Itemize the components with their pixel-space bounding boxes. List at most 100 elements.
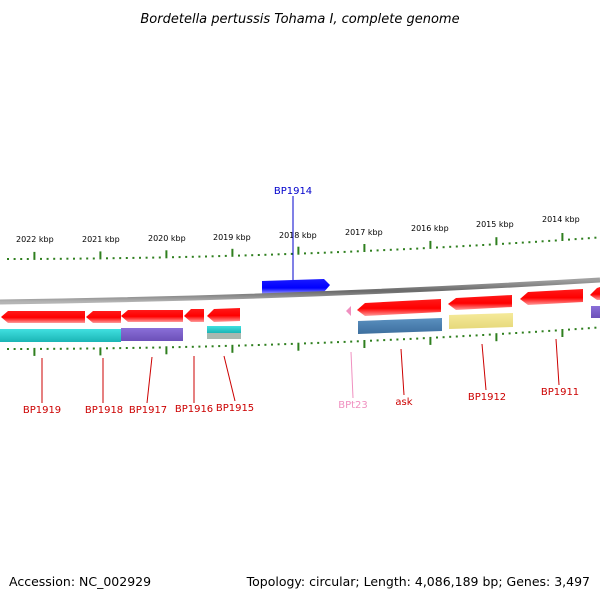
gene-bpt23-arrow[interactable] (346, 306, 351, 316)
minor-tick (132, 346, 135, 349)
minor-tick (145, 346, 148, 349)
minor-tick (554, 239, 557, 242)
minor-tick (178, 346, 181, 349)
minor-tick (224, 254, 227, 257)
minor-tick (442, 336, 445, 339)
gene-labels: BP1919 BP1918 BP1917 BP1916 BP1915 BPt23… (23, 387, 579, 416)
minor-tick (350, 340, 353, 343)
minor-tick (304, 252, 306, 255)
feature-box-cyan-1 (0, 329, 86, 342)
minor-tick (191, 255, 194, 258)
gene-label-bp1917[interactable]: BP1917 (129, 405, 167, 416)
minor-tick (455, 335, 458, 338)
minor-tick (436, 336, 438, 339)
minor-tick (422, 247, 425, 250)
gene-label-bp1916[interactable]: BP1916 (175, 404, 213, 415)
minor-tick (383, 339, 386, 342)
minor-tick (521, 241, 524, 244)
minor-tick (323, 251, 326, 254)
minor-tick (475, 244, 478, 247)
gene-label-bp1919[interactable]: BP1919 (23, 405, 61, 416)
minor-tick (86, 347, 89, 350)
gene-bp1912-arrow[interactable] (448, 295, 512, 310)
minor-tick (376, 339, 379, 342)
major-tick (363, 244, 366, 252)
accession-text: Accession: NC_002929 (9, 574, 151, 589)
gene-leaders (41, 338, 560, 404)
gene-bp1911-arrow[interactable] (520, 289, 583, 305)
minor-tick (422, 337, 425, 340)
leader-bpt23 (350, 351, 354, 399)
minor-tick (284, 343, 287, 346)
minor-tick (218, 255, 221, 258)
major-tick (33, 251, 36, 260)
minor-tick (548, 239, 551, 242)
scale-label: 2022 kbp (16, 235, 54, 244)
minor-tick (277, 343, 280, 346)
minor-tick (449, 245, 452, 248)
minor-tick (356, 340, 359, 343)
minor-tick (541, 240, 544, 243)
reverse-strand-genes (1, 287, 600, 323)
minor-tick (79, 257, 82, 260)
gene-label-bpt23[interactable]: BPt23 (338, 400, 368, 411)
minor-tick (205, 255, 207, 258)
minor-tick (59, 347, 62, 350)
major-tick (495, 237, 498, 246)
minor-tick (343, 250, 346, 253)
gene-bp1917-arrow[interactable] (121, 310, 183, 322)
minor-tick (528, 241, 531, 244)
scale-label: 2019 kbp (213, 233, 251, 242)
minor-tick (310, 342, 313, 345)
minor-tick (92, 257, 95, 260)
minor-tick (574, 328, 577, 331)
minor-tick (178, 256, 181, 259)
gene-bp1916-arrow[interactable] (184, 309, 204, 322)
minor-tick (389, 338, 392, 341)
minor-tick (548, 329, 551, 332)
gene-bp1914-arrow[interactable] (262, 279, 330, 294)
minor-tick (317, 341, 320, 344)
minor-tick (304, 342, 306, 345)
minor-tick (370, 249, 372, 252)
minor-tick (455, 245, 458, 248)
feature-box-purple (121, 328, 183, 341)
gene-label-bp1914[interactable]: BP1914 (274, 186, 312, 197)
minor-tick (469, 334, 471, 337)
gene-label-bp1915[interactable]: BP1915 (216, 403, 254, 414)
gene-partial-arrow[interactable] (590, 287, 600, 300)
gene-label-bp1918[interactable]: BP1918 (85, 405, 123, 416)
scale-label: 2017 kbp (345, 228, 383, 237)
minor-tick (396, 248, 399, 251)
gene-ask-arrow[interactable] (357, 299, 441, 316)
minor-tick (502, 242, 504, 245)
gene-bp1918-arrow[interactable] (86, 311, 121, 323)
minor-tick (172, 346, 174, 349)
minor-tick (330, 251, 333, 254)
minor-tick (191, 345, 194, 348)
minor-tick (158, 346, 161, 349)
gene-bp1915-arrow[interactable] (207, 308, 240, 322)
scale-label: 2016 kbp (411, 224, 449, 233)
minor-tick (185, 345, 188, 348)
minor-tick (502, 332, 504, 335)
minor-tick (317, 251, 320, 254)
major-tick (363, 340, 366, 348)
major-tick (561, 233, 564, 241)
gene-bp1919-arrow[interactable] (1, 311, 85, 323)
minor-tick (251, 254, 254, 257)
gene-label-bp1912[interactable]: BP1912 (468, 392, 506, 403)
minor-tick (211, 345, 214, 348)
minor-tick (462, 335, 465, 338)
gene-label-bp1911[interactable]: BP1911 (541, 387, 579, 398)
minor-tick (277, 253, 280, 256)
gene-label-ask[interactable]: ask (395, 397, 412, 408)
minor-tick (290, 342, 293, 345)
major-tick (297, 342, 300, 351)
minor-tick (535, 330, 537, 333)
minor-tick (40, 347, 42, 350)
minor-tick (370, 339, 372, 342)
minor-tick (251, 344, 254, 347)
minor-tick (244, 254, 247, 257)
minor-tick (79, 347, 82, 350)
